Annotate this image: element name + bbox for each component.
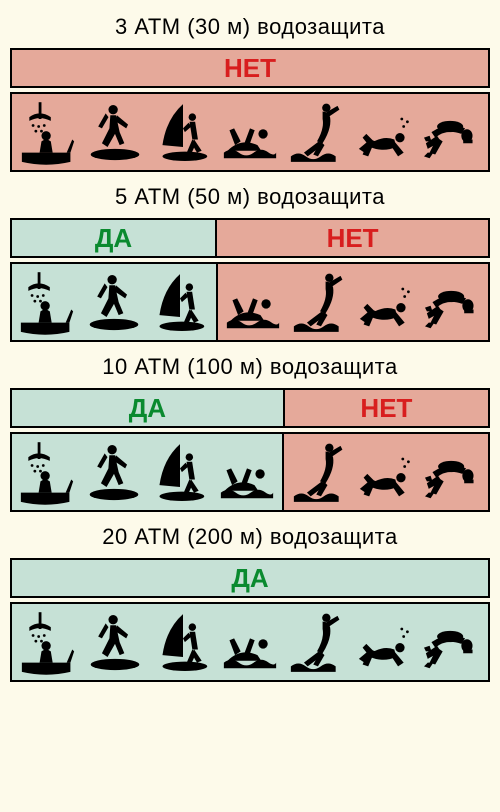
yes-icon-group — [10, 262, 218, 342]
snorkel-dive-icon — [351, 98, 418, 166]
activity-iconbar — [10, 92, 490, 172]
section-title: 5 АТМ (50 м) водозащита — [0, 178, 500, 218]
yes-label: ДА — [12, 390, 285, 426]
surfing-icon — [81, 98, 148, 166]
diving-jump-icon — [286, 438, 353, 506]
snorkel-dive-icon — [353, 268, 420, 336]
rating-section: 20 АТМ (200 м) водозащитаДА — [0, 518, 500, 682]
snorkel-dive-icon — [351, 608, 418, 676]
diving-jump-icon — [284, 608, 351, 676]
swimming-icon — [216, 608, 283, 676]
rating-section: 3 АТМ (30 м) водозащитаНЕТ — [0, 8, 500, 172]
yes-no-labelbar: ДА — [10, 558, 490, 598]
no-label: НЕТ — [285, 390, 488, 426]
activity-iconbar — [10, 602, 490, 682]
section-title: 20 АТМ (200 м) водозащита — [0, 518, 500, 558]
windsurfing-icon — [147, 438, 214, 506]
no-icon-group — [10, 92, 490, 172]
scuba-dive-icon — [419, 438, 486, 506]
no-label: НЕТ — [12, 50, 488, 86]
windsurfing-icon — [149, 608, 216, 676]
rating-section: 5 АТМ (50 м) водозащитаДАНЕТ — [0, 178, 500, 342]
no-label: НЕТ — [217, 220, 488, 256]
section-title: 3 АТМ (30 м) водозащита — [0, 8, 500, 48]
shower-bath-icon — [14, 438, 81, 506]
scuba-dive-icon — [419, 608, 486, 676]
water-resistance-infographic: 3 АТМ (30 м) водозащитаНЕТ — [0, 8, 500, 682]
scuba-dive-icon — [419, 98, 486, 166]
shower-bath-icon — [14, 268, 81, 336]
rating-section: 10 АТМ (100 м) водозащитаДАНЕТ — [0, 348, 500, 512]
surfing-icon — [81, 608, 148, 676]
yes-label: ДА — [12, 220, 217, 256]
shower-bath-icon — [14, 98, 81, 166]
yes-icon-group — [10, 432, 284, 512]
windsurfing-icon — [147, 268, 214, 336]
yes-no-labelbar: ДАНЕТ — [10, 218, 490, 258]
yes-no-labelbar: НЕТ — [10, 48, 490, 88]
surfing-icon — [81, 268, 148, 336]
yes-icon-group — [10, 602, 490, 682]
activity-iconbar — [10, 262, 490, 342]
swimming-icon — [220, 268, 287, 336]
snorkel-dive-icon — [353, 438, 420, 506]
activity-iconbar — [10, 432, 490, 512]
surfing-icon — [81, 438, 148, 506]
diving-jump-icon — [284, 98, 351, 166]
no-icon-group — [284, 432, 490, 512]
no-icon-group — [218, 262, 490, 342]
shower-bath-icon — [14, 608, 81, 676]
swimming-icon — [214, 438, 281, 506]
windsurfing-icon — [149, 98, 216, 166]
swimming-icon — [216, 98, 283, 166]
section-title: 10 АТМ (100 м) водозащита — [0, 348, 500, 388]
scuba-dive-icon — [419, 268, 486, 336]
diving-jump-icon — [286, 268, 353, 336]
yes-label: ДА — [12, 560, 488, 596]
yes-no-labelbar: ДАНЕТ — [10, 388, 490, 428]
